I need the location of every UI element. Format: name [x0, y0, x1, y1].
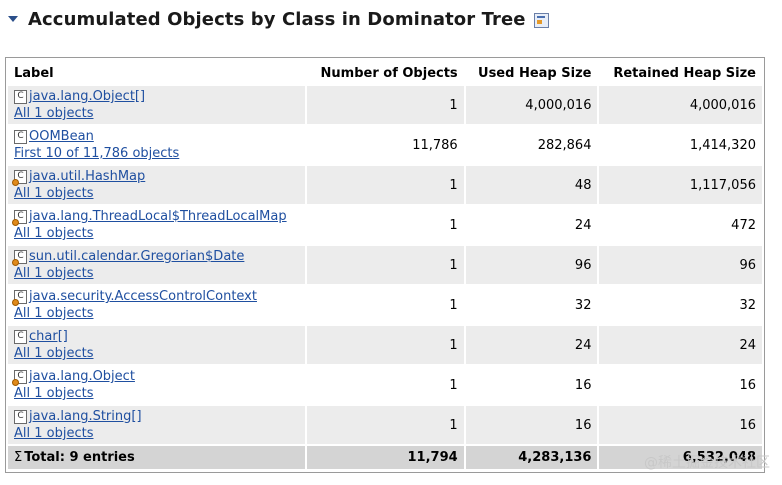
used-heap-size: 24 [465, 206, 598, 244]
class-name-link[interactable]: java.lang.ThreadLocal$ThreadLocalMap [29, 209, 287, 224]
objects-count: 1 [307, 366, 464, 404]
used-heap-size: 16 [465, 406, 598, 444]
table-header-row: Label Number of Objects Used Heap Size R… [8, 60, 762, 84]
objects-link[interactable]: All 1 objects [14, 426, 94, 441]
retained-heap-size: 96 [599, 246, 762, 284]
objects-link[interactable]: All 1 objects [14, 386, 94, 401]
used-heap-size: 4,000,016 [465, 86, 598, 124]
column-header-used-heap[interactable]: Used Heap Size [478, 65, 592, 81]
retained-heap-size: 16 [599, 366, 762, 404]
used-heap-size: 16 [465, 366, 598, 404]
class-icon: C [12, 289, 27, 306]
class-icon: C [14, 89, 27, 104]
objects-count: 1 [307, 166, 464, 204]
class-icon: C [14, 329, 27, 344]
objects-link[interactable]: All 1 objects [14, 226, 94, 241]
collapse-triangle-icon[interactable] [8, 16, 18, 22]
watermark: @稀土掘金技术社区 [644, 455, 770, 471]
export-icon[interactable] [533, 12, 549, 28]
objects-count: 1 [307, 286, 464, 324]
objects-link[interactable]: First 10 of 11,786 objects [14, 146, 180, 161]
used-heap-size: 32 [465, 286, 598, 324]
used-heap-size: 282,864 [465, 126, 598, 164]
used-heap-size: 96 [465, 246, 598, 284]
objects-count: 1 [307, 206, 464, 244]
used-heap-size: 48 [465, 166, 598, 204]
column-header-objects[interactable]: Number of Objects [320, 65, 458, 81]
dominator-table: Label Number of Objects Used Heap Size R… [6, 58, 764, 471]
table-row[interactable]: C OOMBean First 10 of 11,786 objects 11,786… [8, 126, 762, 164]
objects-count: 1 [307, 406, 464, 444]
total-label-cell: Σ Total: 9 entries [8, 446, 305, 469]
label-cell: C OOMBean First 10 of 11,786 objects [8, 126, 305, 164]
class-icon: C [12, 249, 27, 266]
retained-heap-size: 472 [599, 206, 762, 244]
class-icon: C [12, 369, 27, 386]
retained-heap-size: 24 [599, 326, 762, 364]
retained-heap-size: 32 [599, 286, 762, 324]
class-name-link[interactable]: java.lang.Object [29, 369, 135, 384]
column-header-label[interactable]: Label [14, 65, 54, 81]
objects-count: 1 [307, 86, 464, 124]
sigma-icon: Σ [14, 450, 23, 465]
class-name-link[interactable]: java.security.AccessControlContext [29, 289, 257, 304]
objects-link[interactable]: All 1 objects [14, 186, 94, 201]
class-name-link[interactable]: OOMBean [29, 129, 94, 144]
total-retained-heap: 6,532,048 [599, 446, 762, 469]
class-name-link[interactable]: java.lang.String[] [29, 409, 142, 424]
class-name-link[interactable]: java.util.HashMap [29, 169, 146, 184]
objects-count: 1 [307, 326, 464, 364]
objects-link[interactable]: All 1 objects [14, 306, 94, 321]
objects-link[interactable]: All 1 objects [14, 266, 94, 281]
class-name-link[interactable]: sun.util.calendar.Gregorian$Date [29, 249, 245, 264]
section-header: Accumulated Objects by Class in Dominato… [8, 6, 549, 32]
page-title: Accumulated Objects by Class in Dominato… [28, 8, 526, 30]
retained-heap-size: 16 [599, 406, 762, 444]
retained-heap-size: 1,117,056 [599, 166, 762, 204]
total-row: Σ Total: 9 entries 11,794 4,283,136 6,532… [8, 446, 762, 469]
total-used-heap: 4,283,136 [465, 446, 598, 469]
retained-heap-size: 4,000,016 [599, 86, 762, 124]
retained-heap-size: 1,414,320 [599, 126, 762, 164]
objects-count: 1 [307, 246, 464, 284]
class-icon: C [14, 129, 27, 144]
class-name-link[interactable]: java.lang.Object[] [29, 89, 146, 104]
dominator-table-container: Label Number of Objects Used Heap Size R… [5, 57, 765, 473]
class-icon: C [14, 409, 27, 424]
objects-link[interactable]: All 1 objects [14, 346, 94, 361]
objects-link[interactable]: All 1 objects [14, 106, 94, 121]
used-heap-size: 24 [465, 326, 598, 364]
class-icon: C [12, 169, 27, 186]
class-icon: C [12, 209, 27, 226]
column-header-retained-heap[interactable]: Retained Heap Size [613, 65, 756, 81]
objects-count: 11,786 [307, 126, 464, 164]
total-label: Total: 9 entries [24, 450, 135, 465]
total-objects: 11,794 [307, 446, 464, 469]
class-name-link[interactable]: char[] [29, 329, 68, 344]
